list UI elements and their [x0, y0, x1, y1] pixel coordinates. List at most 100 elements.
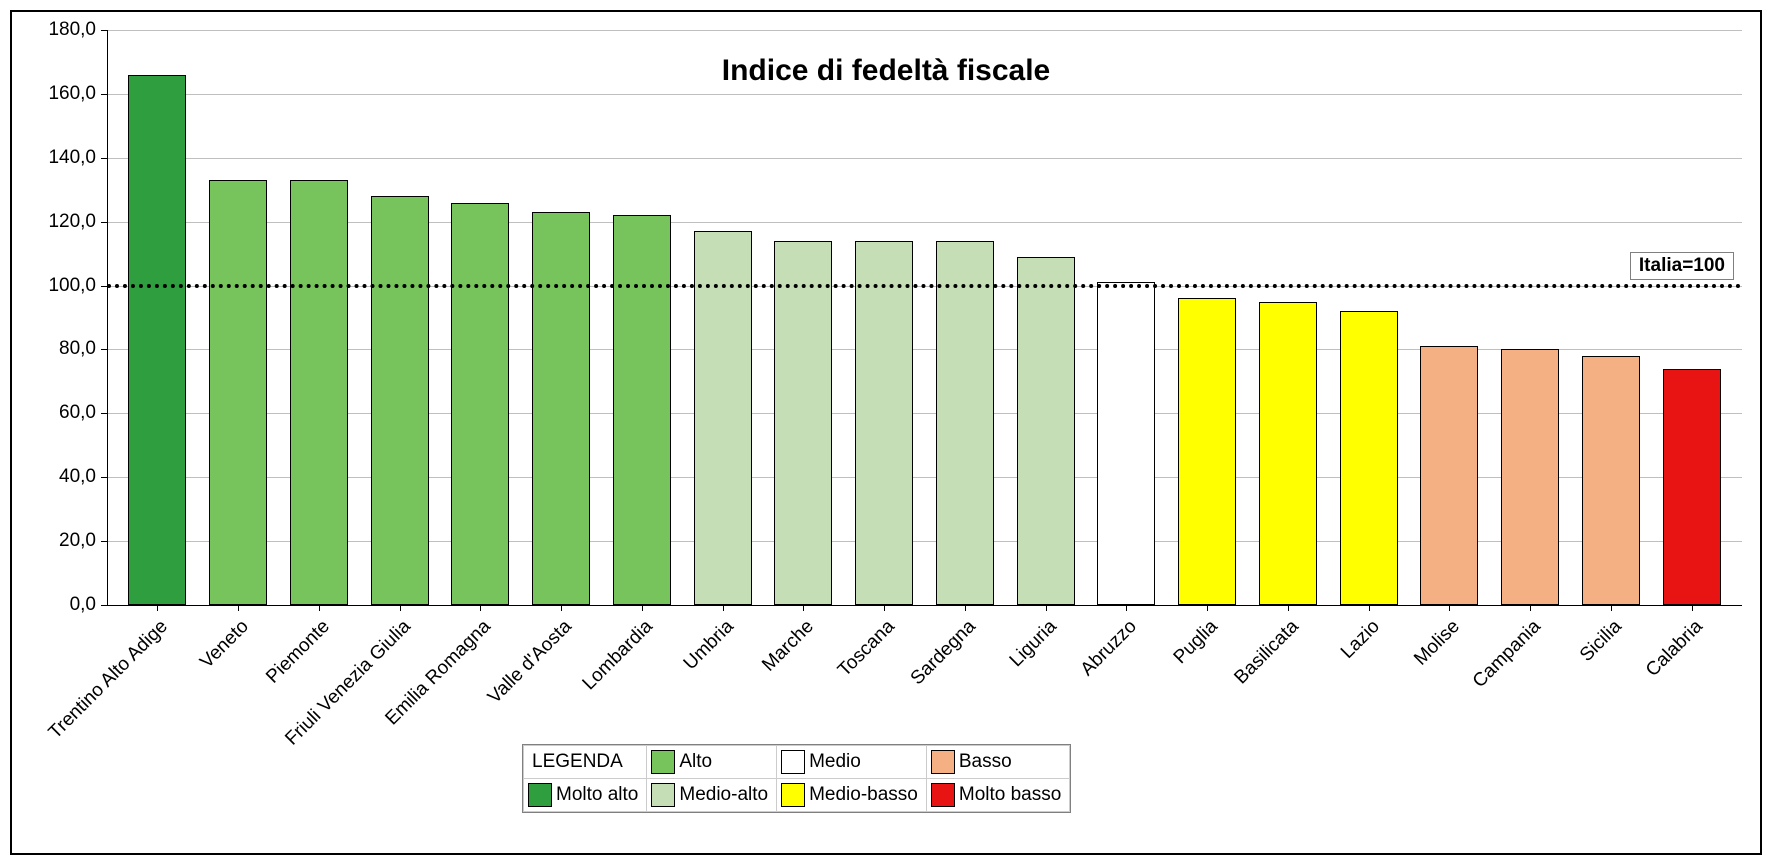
x-tick-mark	[803, 605, 804, 611]
legend-item-basso: Basso	[926, 746, 1069, 779]
x-label: Trentino Alto Adige	[45, 616, 173, 744]
y-tick-label: 0,0	[70, 594, 96, 616]
x-label: Molise	[1411, 616, 1465, 670]
bar-slot	[1490, 30, 1571, 605]
x-label-slot: Molise	[1409, 616, 1490, 846]
legend-item-medio-basso: Medio-basso	[777, 779, 927, 812]
x-tick-mark	[561, 605, 562, 611]
bar-slot	[844, 30, 925, 605]
legend-item-medio-alto: Medio-alto	[647, 779, 777, 812]
bar-slot	[925, 30, 1006, 605]
y-tick-label: 100,0	[48, 275, 96, 297]
x-tick-mark	[1530, 605, 1531, 611]
bar-slot	[1086, 30, 1167, 605]
legend: LEGENDA Alto Medio Basso Molto alto Medi…	[522, 744, 1071, 813]
x-tick-mark	[1046, 605, 1047, 611]
bar-slot	[1005, 30, 1086, 605]
y-tick-label: 20,0	[59, 530, 96, 552]
bar	[290, 180, 348, 605]
bar-slot	[1651, 30, 1732, 605]
legend-item-molto-alto: Molto alto	[524, 779, 647, 812]
bar	[1340, 311, 1398, 605]
bar	[936, 241, 994, 605]
bar	[451, 203, 509, 606]
bar	[1259, 302, 1317, 605]
bar-slot	[279, 30, 360, 605]
legend-label-molto-alto: Molto alto	[556, 784, 638, 805]
y-axis: 0,020,040,060,080,0100,0120,0140,0160,01…	[12, 30, 102, 605]
bar	[209, 180, 267, 605]
x-tick-mark	[1449, 605, 1450, 611]
bar-slot	[359, 30, 440, 605]
x-label: Lazio	[1337, 616, 1385, 664]
bar	[371, 196, 429, 605]
x-label: Marche	[759, 616, 819, 676]
x-label-slot: Veneto	[198, 616, 279, 846]
x-label: Abruzzo	[1077, 616, 1142, 681]
x-tick-mark	[884, 605, 885, 611]
y-tick-label: 120,0	[48, 211, 96, 233]
reference-label: Italia=100	[1630, 252, 1734, 280]
x-tick-mark	[1369, 605, 1370, 611]
y-axis-line	[107, 30, 108, 605]
x-label-slot: Basilicata	[1248, 616, 1329, 846]
chart-container: Indice di fedeltà fiscale 0,0 20,0 40,0 60,…	[10, 10, 1762, 855]
x-tick-mark	[1288, 605, 1289, 611]
x-tick-mark	[400, 605, 401, 611]
legend-item-alto: Alto	[647, 746, 777, 779]
bar	[1178, 298, 1236, 605]
bar	[855, 241, 913, 605]
bar	[1017, 257, 1075, 605]
x-label-slot: Friuli Venezia Giulia	[359, 616, 440, 846]
x-tick-mark	[1126, 605, 1127, 611]
chart-title: Indice di fedeltà fiscale	[722, 54, 1050, 88]
x-label: Veneto	[196, 616, 253, 673]
y-tick-label: 180,0	[48, 19, 96, 41]
legend-label-alto: Alto	[679, 751, 712, 772]
bar-slot	[440, 30, 521, 605]
plot-area: Italia=100	[107, 30, 1742, 605]
legend-item-molto-basso: Molto basso	[926, 779, 1069, 812]
x-tick-mark	[480, 605, 481, 611]
x-label-slot: Calabria	[1651, 616, 1732, 846]
legend-label-basso: Basso	[959, 751, 1012, 772]
x-tick-mark	[965, 605, 966, 611]
reference-line	[107, 284, 1742, 288]
bars-group	[107, 30, 1742, 605]
bar	[774, 241, 832, 605]
bar	[1097, 282, 1155, 605]
bar-slot	[602, 30, 683, 605]
bar	[128, 75, 186, 605]
bar-slot	[1571, 30, 1652, 605]
legend-label-medio-alto: Medio-alto	[679, 784, 768, 805]
x-label-slot: Campania	[1490, 616, 1571, 846]
y-tick-label: 160,0	[48, 83, 96, 105]
legend-label-medio: Medio	[809, 751, 861, 772]
bar	[613, 215, 671, 605]
bar-slot	[682, 30, 763, 605]
bar	[532, 212, 590, 605]
legend-label-medio-basso: Medio-basso	[809, 784, 918, 805]
bar	[1582, 356, 1640, 605]
bar-slot	[1328, 30, 1409, 605]
legend-row-1: LEGENDA Alto Medio Basso	[524, 746, 1070, 779]
x-label: Toscana	[834, 616, 900, 682]
y-tick-label: 40,0	[59, 466, 96, 488]
x-tick-mark	[157, 605, 158, 611]
bar-slot	[763, 30, 844, 605]
legend-header: LEGENDA	[524, 746, 647, 779]
x-axis-line	[107, 605, 1742, 606]
x-tick-mark	[319, 605, 320, 611]
x-label-slot: Puglia	[1167, 616, 1248, 846]
x-tick-mark	[1611, 605, 1612, 611]
y-tick-label: 60,0	[59, 402, 96, 424]
x-label-slot: Sicilia	[1571, 616, 1652, 846]
y-tick-label: 140,0	[48, 147, 96, 169]
bar-slot	[198, 30, 279, 605]
legend-row-2: Molto alto Medio-alto Medio-basso Molto …	[524, 779, 1070, 812]
x-tick-mark	[642, 605, 643, 611]
x-tick-mark	[723, 605, 724, 611]
x-label-slot: Trentino Alto Adige	[117, 616, 198, 846]
bar	[1663, 369, 1721, 605]
x-label: Puglia	[1170, 616, 1223, 669]
